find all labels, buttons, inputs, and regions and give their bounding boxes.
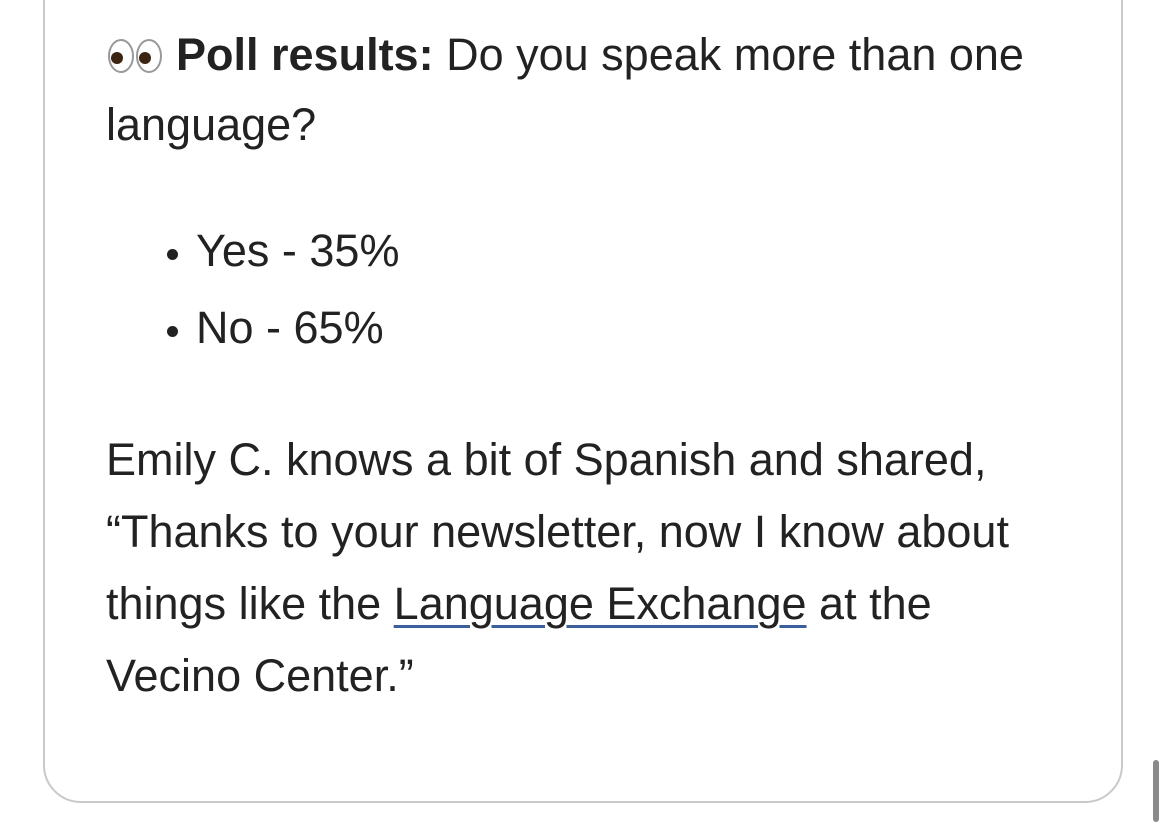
content: Poll results: Do you speak more than one… [106, 20, 1041, 712]
quote-text: Emily C. knows a bit of Spanish and shar… [106, 434, 1009, 629]
eyes-emoji [108, 39, 162, 73]
poll-option: No - 65% [196, 289, 1041, 366]
poll-option: Yes - 35% [196, 212, 1041, 289]
poll-options: Yes - 35% No - 65% [106, 212, 1041, 366]
quote-text: at the Vecino Center.” [106, 578, 932, 701]
poll-label: Poll results: [176, 29, 434, 80]
link[interactable]: Language Exchange [393, 578, 807, 629]
poll-question: Do you speak more than one language? [106, 29, 1024, 150]
poll-heading: Poll results: Do you speak more than one… [106, 20, 1041, 160]
scrollbar [1153, 760, 1159, 822]
quote: Emily C. knows a bit of Spanish and shar… [106, 424, 1041, 712]
newsletter-card [43, 0, 1123, 803]
